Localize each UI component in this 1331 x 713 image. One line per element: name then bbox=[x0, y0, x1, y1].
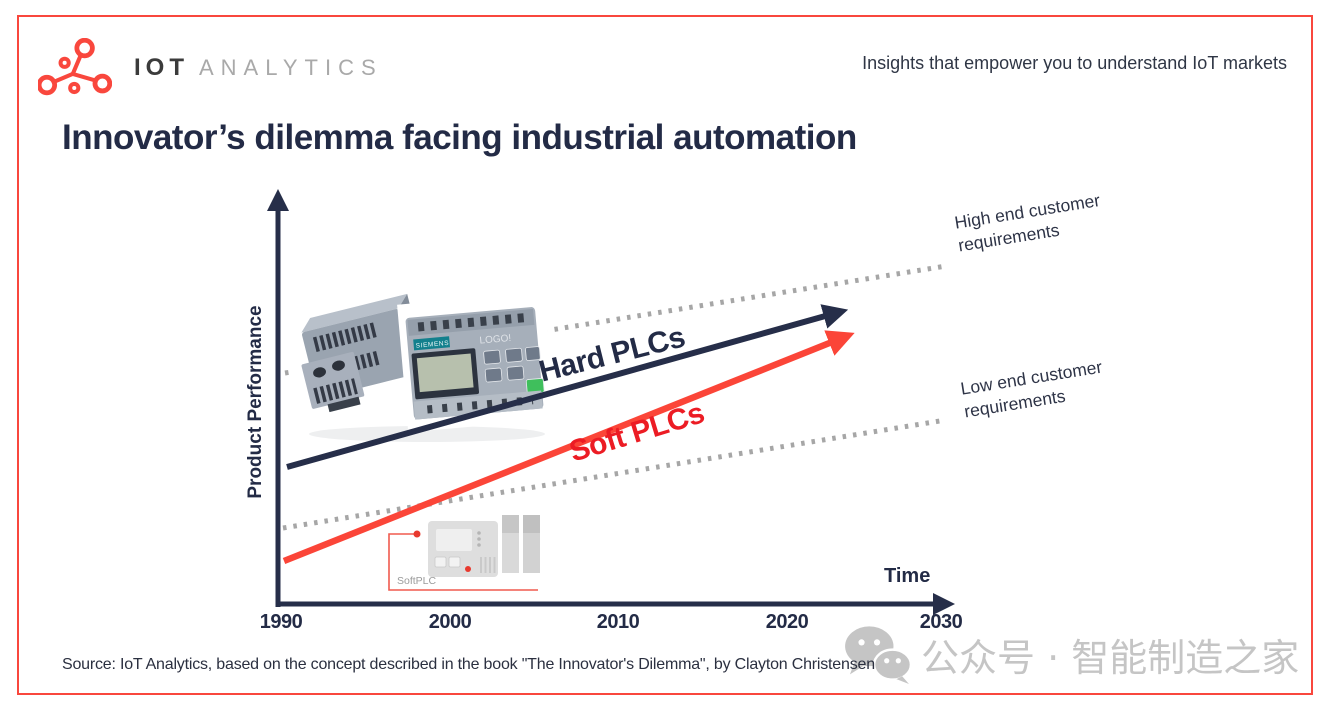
siemens-brand-text: SIEMENS bbox=[415, 340, 449, 350]
soft-plc-illustration: SoftPLC bbox=[388, 515, 540, 591]
x-tick-2010: 2010 bbox=[596, 611, 640, 633]
low-end-requirements-dotted-line bbox=[282, 417, 947, 531]
x-tick-2020: 2020 bbox=[765, 611, 809, 633]
softplc-caption: SoftPLC bbox=[397, 575, 437, 587]
logo-model-text: LOGO! bbox=[479, 333, 512, 347]
x-tick-2000: 2000 bbox=[428, 611, 472, 633]
x-axis-label: Time bbox=[884, 565, 931, 587]
plc-power-supply-module bbox=[282, 285, 437, 420]
logo-text-analytics: ANALYTICS bbox=[199, 55, 383, 80]
hard-plc-product-photo: SIEMENS LOGO! bbox=[282, 285, 552, 442]
wechat-watermark: 公众号 · 智能制造之家 bbox=[843, 624, 1299, 684]
x-tick-2030: 2030 bbox=[919, 611, 963, 633]
x-tick-1990: 1990 bbox=[259, 611, 303, 633]
iot-analytics-molecule-icon bbox=[38, 38, 112, 96]
iot-analytics-logo: IOT ANALYTICS bbox=[38, 38, 383, 98]
logo-text-iot: IOT bbox=[134, 54, 189, 81]
high-end-requirements-dotted-line bbox=[284, 263, 947, 376]
slide-border bbox=[17, 15, 1313, 695]
page-title: Innovator’s dilemma facing industrial au… bbox=[62, 118, 857, 157]
tagline: Insights that empower you to understand … bbox=[862, 53, 1287, 73]
source-note: Source: IoT Analytics, based on the conc… bbox=[62, 656, 875, 673]
hard-plcs-line bbox=[286, 304, 849, 470]
wechat-icon bbox=[845, 626, 913, 684]
plc-logo-module: SIEMENS LOGO! bbox=[397, 291, 552, 433]
watermark-text: 公众号 · 智能制造之家 bbox=[921, 635, 1300, 680]
soft-plcs-line bbox=[282, 330, 855, 565]
logo-wordmark: IOT ANALYTICS bbox=[134, 54, 383, 82]
y-axis-label: Product Performance bbox=[245, 305, 266, 499]
